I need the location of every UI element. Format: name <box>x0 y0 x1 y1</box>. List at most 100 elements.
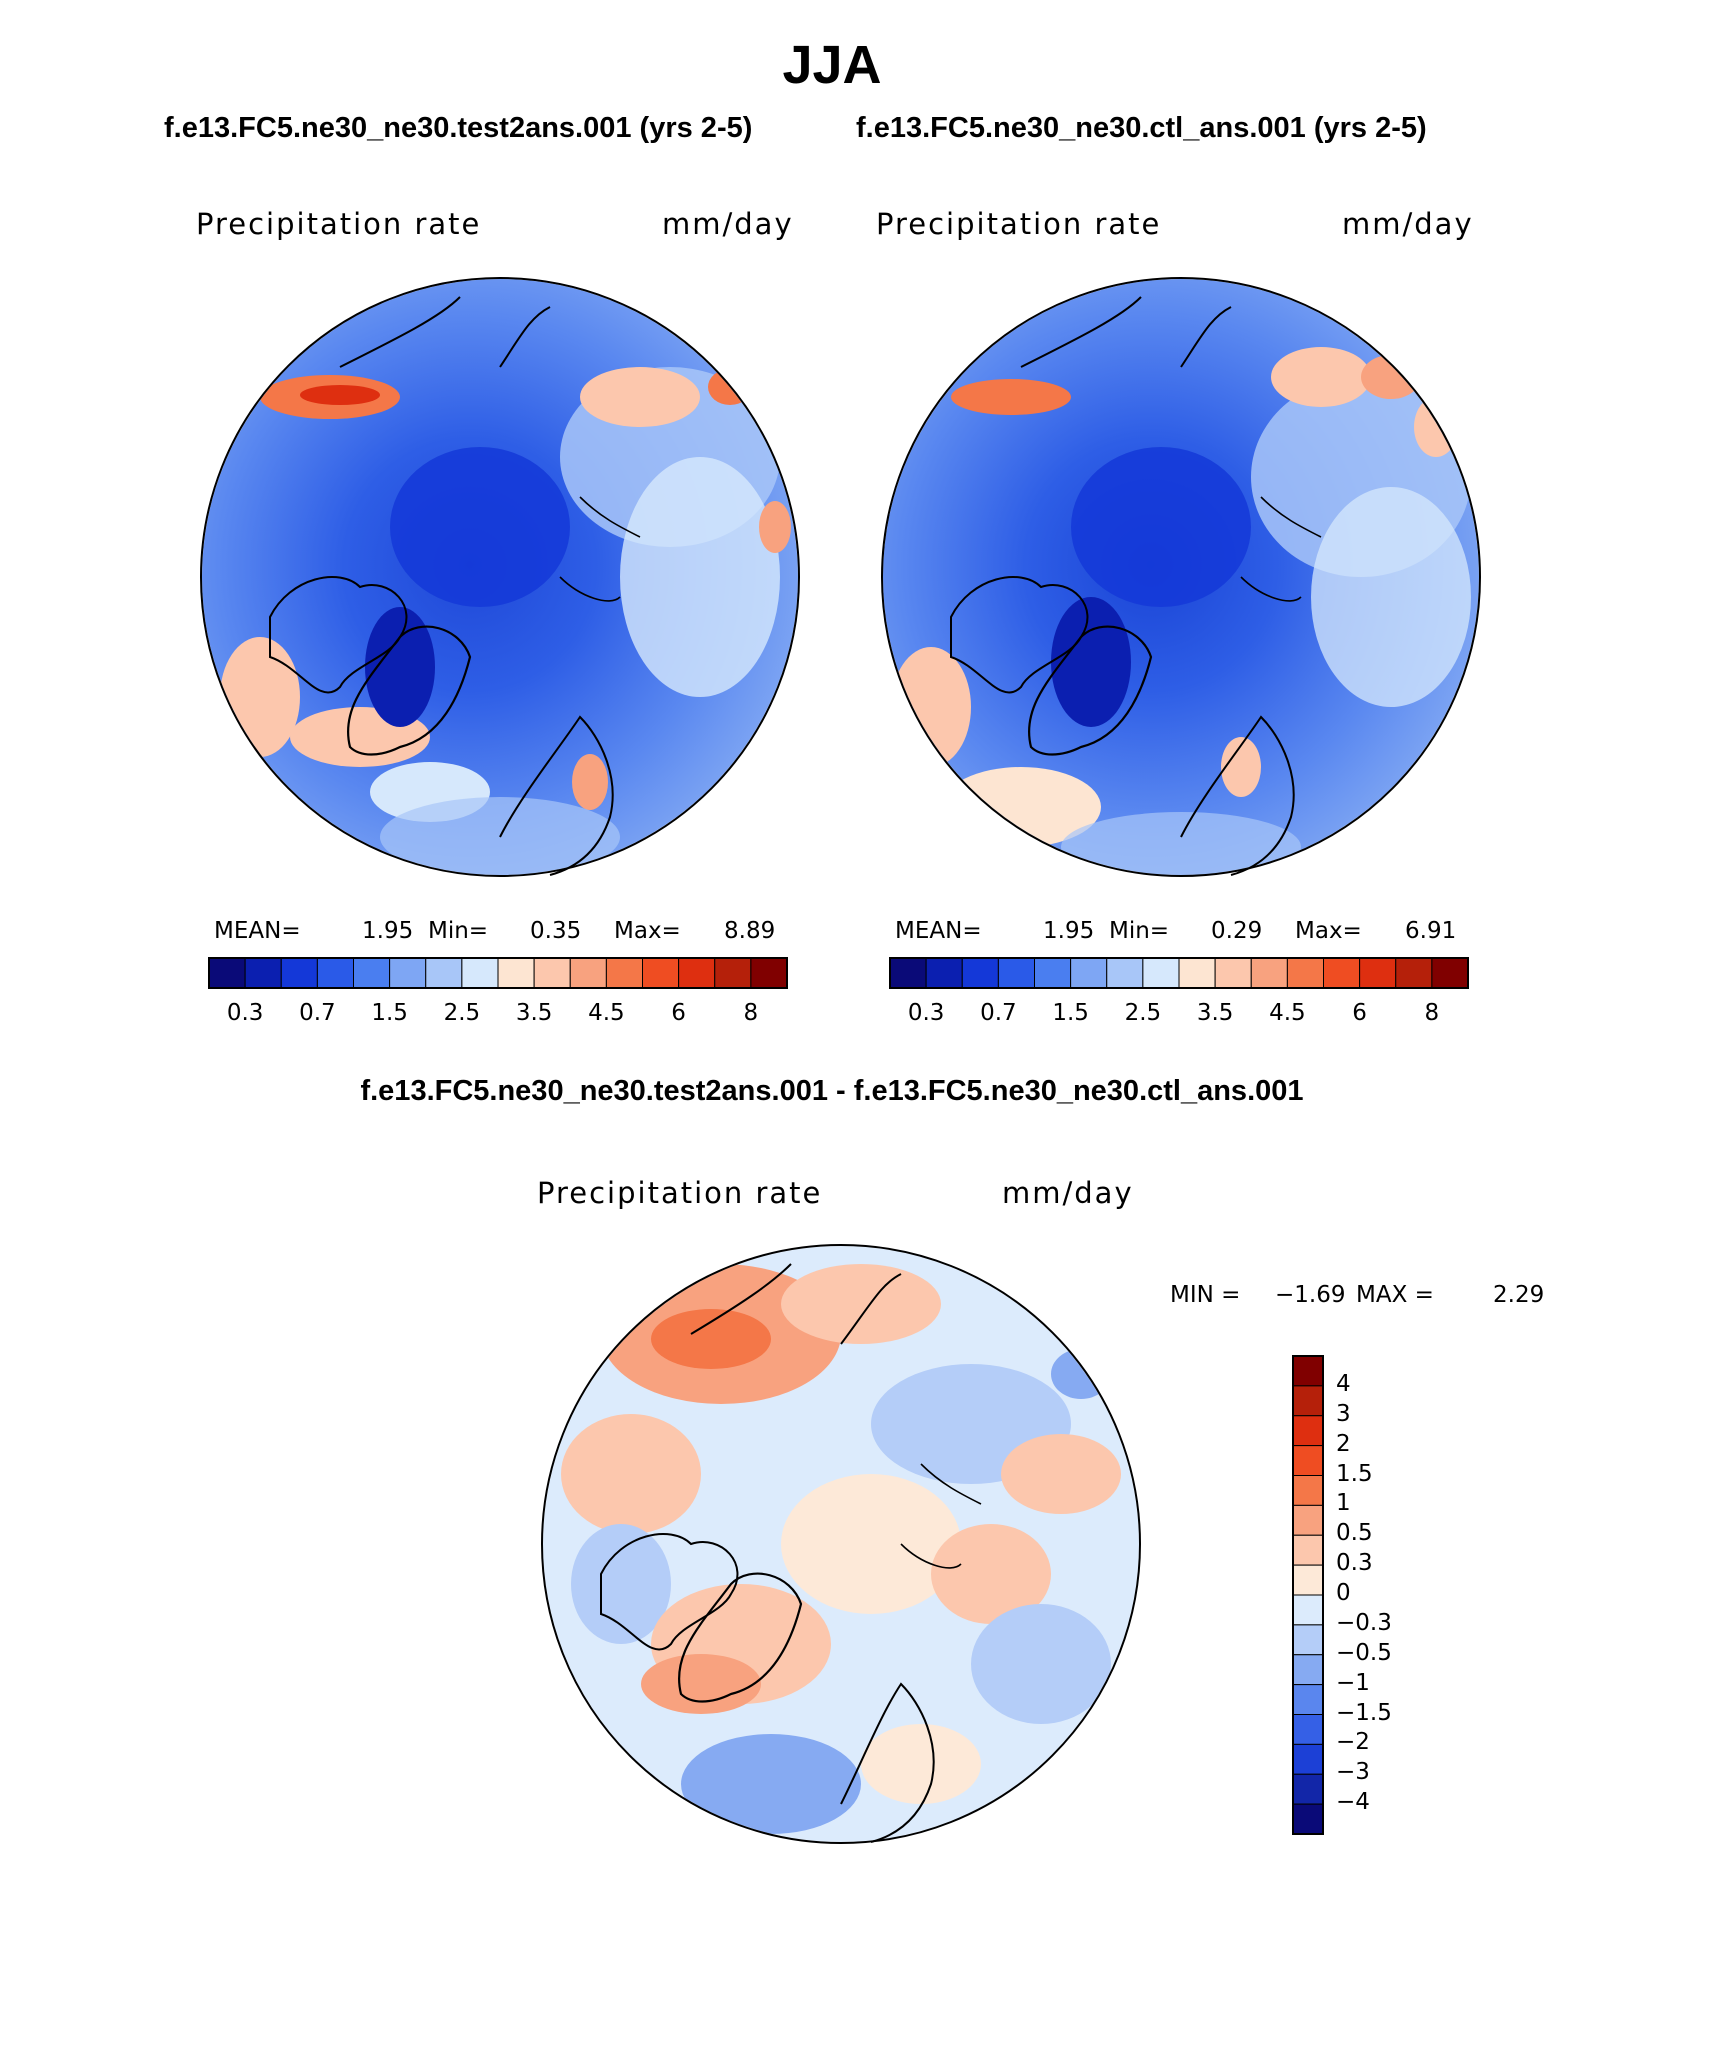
colorbar-control-case-swatch <box>889 957 927 989</box>
colorbar-difference-swatch <box>1292 1714 1324 1745</box>
colorbar-difference-swatch <box>1292 1504 1324 1536</box>
panel2-mean-label: MEAN= <box>895 918 982 944</box>
colorbar-difference-tick-label: 0 <box>1336 1580 1351 1606</box>
colorbar-control-case-swatch <box>1250 957 1288 989</box>
colorbar-test-case-tick-label: 0.3 <box>226 1000 264 1026</box>
colorbar-test-case-swatch <box>244 957 282 989</box>
diff-min-label: MIN = <box>1170 1282 1241 1308</box>
colorbar-control-case <box>889 957 1469 989</box>
colorbar-test-case-swatch <box>678 957 716 989</box>
map-control-case <box>881 277 1481 877</box>
colorbar-control-case-tick-label: 2.5 <box>1124 1000 1162 1026</box>
colorbar-test-case-swatch <box>280 957 318 989</box>
colorbar-test-case-tick-label: 4.5 <box>588 1000 625 1026</box>
panel2-min-value: 0.29 <box>1211 918 1263 944</box>
diff-min-value: −1.69 <box>1275 1282 1346 1308</box>
colorbar-test-case-swatch <box>425 957 463 989</box>
colorbar-difference-tick-label: 1 <box>1336 1490 1351 1517</box>
colorbar-difference-tick-label: −1.5 <box>1336 1699 1392 1726</box>
colorbar-control-case-swatch <box>1142 957 1180 989</box>
colorbar-difference-swatch <box>1292 1355 1324 1387</box>
colorbar-difference-swatch <box>1292 1624 1324 1656</box>
diff-max-label: MAX = <box>1356 1282 1434 1308</box>
colorbar-test-case-tick-label: 6 <box>671 1000 686 1026</box>
colorbar-test-case-swatch <box>353 957 391 989</box>
colorbar-control-case-swatch <box>1286 957 1324 989</box>
colorbar-test-case-swatch <box>208 957 246 989</box>
colorbar-difference-frame <box>1292 1355 1324 1835</box>
colorbar-difference-swatch <box>1292 1684 1324 1715</box>
colorbar-control-case-tick-label: 0.3 <box>907 1000 945 1026</box>
diff-max-value: 2.29 <box>1493 1282 1545 1308</box>
map-test-case <box>200 277 800 877</box>
panel1-max-label: Max= <box>614 918 681 944</box>
colorbar-difference-swatch <box>1292 1385 1324 1417</box>
colorbar-difference-tick-label: 3 <box>1336 1400 1351 1427</box>
colorbar-difference-swatch <box>1292 1743 1324 1775</box>
colorbar-difference-swatch <box>1292 1773 1324 1805</box>
season-title: JJA <box>782 35 882 95</box>
colorbar-test-case-swatch <box>497 957 535 989</box>
colorbar-difference-swatch <box>1292 1445 1324 1476</box>
colorbar-difference-tick-label: −0.5 <box>1336 1639 1392 1666</box>
panel2-variable-label: Precipitation rate <box>876 207 1162 241</box>
colorbar-test-case-tick-label: 2.5 <box>443 1000 481 1026</box>
colorbar-difference-tick-label: 4 <box>1336 1370 1351 1397</box>
colorbar-difference-swatch <box>1292 1803 1324 1835</box>
panel1-units-label: mm/day <box>662 207 794 241</box>
colorbar-difference-tick-label: −4 <box>1336 1789 1370 1816</box>
colorbar-test-case-swatch <box>605 957 643 989</box>
colorbar-difference-swatch <box>1292 1534 1324 1566</box>
colorbar-difference-tick-label: 0.5 <box>1336 1520 1373 1547</box>
panel1-max-value: 8.89 <box>724 918 776 944</box>
panel1-variable-label: Precipitation rate <box>196 207 482 241</box>
colorbar-difference-tick-label: 0.3 <box>1336 1550 1373 1577</box>
colorbar-test-case-swatch <box>642 957 680 989</box>
colorbar-control-case-swatch <box>997 957 1035 989</box>
difference-title: f.e13.FC5.ne30_ne30.test2ans.001 - f.e13… <box>360 1075 1304 1107</box>
colorbar-control-case-tick-label: 6 <box>1352 1000 1367 1026</box>
colorbar-control-case-tick-label: 1.5 <box>1052 1000 1089 1026</box>
colorbar-difference-swatch <box>1292 1594 1324 1626</box>
colorbar-control-case-swatch <box>1106 957 1144 989</box>
colorbar-control-case-swatch <box>1214 957 1252 989</box>
colorbar-test-case-swatch <box>714 957 752 989</box>
colorbar-control-case-swatch <box>1359 957 1397 989</box>
panel1-min-label: Min= <box>428 918 489 944</box>
colorbar-control-case-swatch <box>1323 957 1361 989</box>
colorbar-control-case-tick-label: 8 <box>1424 1000 1440 1026</box>
colorbar-test-case <box>208 957 788 989</box>
colorbar-control-case-swatch <box>961 957 999 989</box>
panel1-min-value: 0.35 <box>530 918 582 944</box>
colorbar-test-case-tick-label: 0.7 <box>299 1000 336 1026</box>
colorbar-test-case-swatch <box>750 957 788 989</box>
panel2-max-value: 6.91 <box>1405 918 1457 944</box>
panel1-mean-label: MEAN= <box>214 918 301 944</box>
colorbar-difference-swatch <box>1292 1415 1324 1447</box>
colorbar-test-case-swatch <box>533 957 571 989</box>
colorbar-control-case-swatch <box>1395 957 1433 989</box>
colorbar-control-case-swatch <box>1070 957 1108 989</box>
panel2-max-label: Max= <box>1295 918 1362 944</box>
colorbar-test-case-swatch <box>389 957 427 989</box>
diff-units-label: mm/day <box>1002 1176 1134 1210</box>
diff-variable-label: Precipitation rate <box>537 1176 823 1210</box>
colorbar-control-case-swatch <box>925 957 963 989</box>
colorbar-difference-tick-label: −2 <box>1336 1729 1370 1756</box>
colorbar-test-case-swatch <box>569 957 607 989</box>
colorbar-difference <box>1292 1355 1324 1835</box>
colorbar-test-case-swatch <box>461 957 499 989</box>
colorbar-test-case-tick-label: 8 <box>743 1000 759 1026</box>
colorbar-control-case-swatch <box>1431 957 1469 989</box>
colorbar-difference-swatch <box>1292 1654 1324 1686</box>
colorbar-control-case-tick-label: 3.5 <box>1196 1000 1234 1026</box>
colorbar-difference-tick-label: −1 <box>1336 1669 1370 1696</box>
panel2-min-label: Min= <box>1109 918 1170 944</box>
colorbar-difference-tick-label: −3 <box>1336 1759 1370 1786</box>
colorbar-test-case-tick-label: 1.5 <box>371 1000 408 1026</box>
colorbar-control-case-swatch <box>1178 957 1216 989</box>
colorbar-control-case-tick-label: 4.5 <box>1269 1000 1306 1026</box>
colorbar-difference-tick-label: 2 <box>1336 1430 1351 1457</box>
colorbar-test-case-frame <box>208 957 788 989</box>
map-difference <box>541 1244 1141 1844</box>
